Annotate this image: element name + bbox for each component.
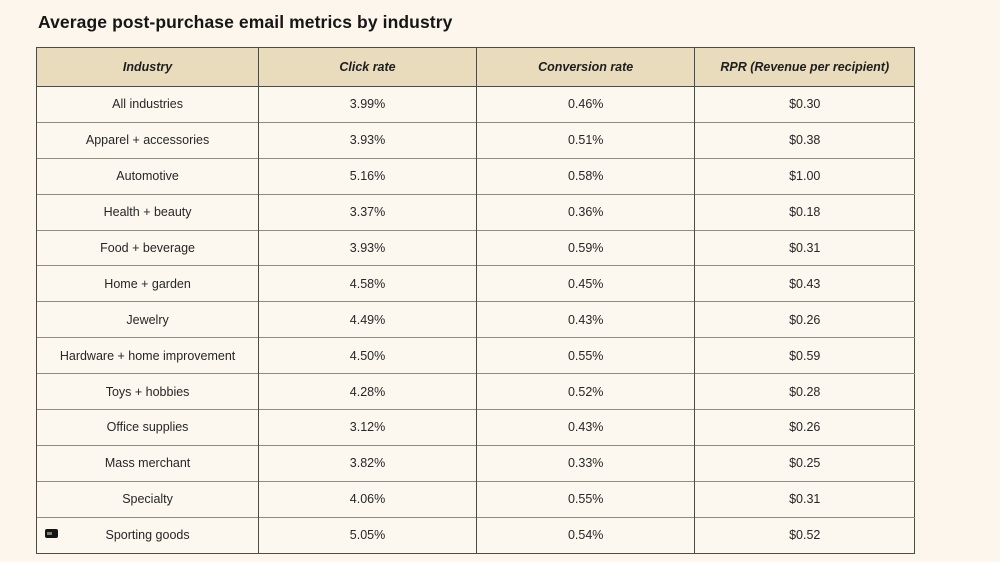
table-row: Jewelry 4.49% 0.43% $0.26	[35, 301, 915, 338]
conversion-rate-cell: 0.55%	[475, 337, 695, 374]
rpr-cell: $0.25	[694, 444, 915, 482]
rpr-cell: $0.18	[694, 193, 915, 231]
conversion-rate-cell: 0.52%	[475, 373, 695, 410]
conversion-rate-cell: 0.45%	[475, 265, 695, 302]
conversion-rate-cell: 0.33%	[475, 444, 695, 482]
industry-cell: Mass merchant	[35, 444, 259, 482]
click-rate-cell: 3.99%	[258, 86, 477, 123]
industry-cell: Home + garden	[35, 265, 259, 302]
table-row: Apparel + accessories 3.93% 0.51% $0.38	[35, 121, 915, 159]
click-rate-cell: 3.12%	[258, 409, 477, 446]
table-row: Toys + hobbies 4.28% 0.52% $0.28	[35, 373, 915, 410]
click-rate-cell: 3.37%	[258, 193, 477, 231]
click-rate-cell: 5.16%	[258, 157, 477, 195]
conversion-rate-cell: 0.59%	[475, 229, 695, 266]
conversion-rate-cell: 0.43%	[475, 301, 695, 338]
rpr-cell: $0.30	[694, 86, 915, 123]
industry-cell: Sporting goods	[35, 516, 259, 554]
industry-cell: Apparel + accessories	[35, 121, 259, 159]
click-rate-cell: 4.28%	[258, 373, 477, 410]
rpr-cell: $0.31	[694, 480, 915, 518]
conversion-rate-cell: 0.51%	[475, 121, 695, 159]
table-row: Hardware + home improvement 4.50% 0.55% …	[35, 337, 915, 374]
table-row: Office supplies 3.12% 0.43% $0.26	[35, 409, 915, 446]
table-row: Home + garden 4.58% 0.45% $0.43	[35, 265, 915, 302]
industry-cell: Health + beauty	[35, 193, 259, 231]
metrics-table: Industry Click rate Conversion rate RPR …	[35, 47, 915, 554]
click-rate-cell: 4.50%	[258, 337, 477, 374]
click-rate-cell: 3.93%	[258, 121, 477, 159]
column-header-click-rate: Click rate	[258, 47, 477, 87]
cursor-artifact-inner	[47, 532, 52, 535]
rpr-cell: $0.26	[694, 301, 915, 338]
column-header-industry: Industry	[35, 47, 259, 87]
header-row: Industry Click rate Conversion rate RPR …	[35, 47, 915, 87]
industry-cell: Jewelry	[35, 301, 259, 338]
page-title: Average post-purchase email metrics by i…	[38, 12, 453, 32]
rpr-cell: $0.26	[694, 409, 915, 446]
rpr-cell: $0.52	[694, 516, 915, 554]
industry-cell: Hardware + home improvement	[35, 337, 259, 374]
click-rate-cell: 4.58%	[258, 265, 477, 302]
conversion-rate-cell: 0.36%	[475, 193, 695, 231]
click-rate-cell: 3.93%	[258, 229, 477, 266]
rpr-cell: $1.00	[694, 157, 915, 195]
industry-cell: Office supplies	[35, 409, 259, 446]
column-header-rpr: RPR (Revenue per recipient)	[694, 47, 915, 87]
table-row: Automotive 5.16% 0.58% $1.00	[35, 157, 915, 195]
rpr-cell: $0.38	[694, 121, 915, 159]
industry-cell: Toys + hobbies	[35, 373, 259, 410]
table-row: Mass merchant 3.82% 0.33% $0.25	[35, 444, 915, 482]
conversion-rate-cell: 0.43%	[475, 409, 695, 446]
column-header-conversion-rate: Conversion rate	[475, 47, 695, 87]
click-rate-cell: 3.82%	[258, 444, 477, 482]
click-rate-cell: 4.49%	[258, 301, 477, 338]
conversion-rate-cell: 0.58%	[475, 157, 695, 195]
industry-cell: Food + beverage	[35, 229, 259, 266]
table-row: Food + beverage 3.93% 0.59% $0.31	[35, 229, 915, 266]
industry-cell: All industries	[35, 86, 259, 123]
industry-cell: Specialty	[35, 480, 259, 518]
table-row: Sporting goods 5.05% 0.54% $0.52	[35, 516, 915, 554]
table-row: All industries 3.99% 0.46% $0.30	[35, 86, 915, 123]
table-row: Specialty 4.06% 0.55% $0.31	[35, 480, 915, 518]
click-rate-cell: 5.05%	[258, 516, 477, 554]
conversion-rate-cell: 0.46%	[475, 86, 695, 123]
table-row: Health + beauty 3.37% 0.36% $0.18	[35, 193, 915, 231]
rpr-cell: $0.43	[694, 265, 915, 302]
conversion-rate-cell: 0.54%	[475, 516, 695, 554]
rpr-cell: $0.59	[694, 337, 915, 374]
cursor-artifact-icon	[45, 529, 58, 538]
rpr-cell: $0.31	[694, 229, 915, 266]
click-rate-cell: 4.06%	[258, 480, 477, 518]
rpr-cell: $0.28	[694, 373, 915, 410]
conversion-rate-cell: 0.55%	[475, 480, 695, 518]
industry-cell: Automotive	[35, 157, 259, 195]
